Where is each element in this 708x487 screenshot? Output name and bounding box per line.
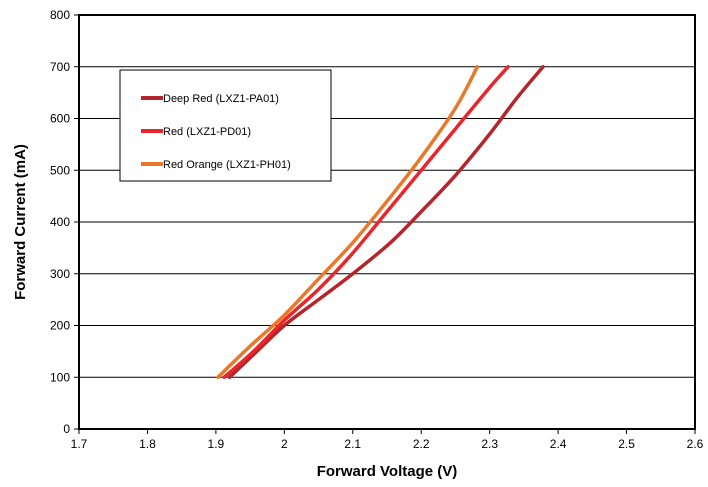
y-tick-label: 800 [50,8,70,22]
y-tick-label: 300 [50,267,70,281]
x-tick-label: 2.1 [344,437,361,451]
series-line-3 [216,65,480,379]
series-lines [216,65,545,379]
y-tick-label: 100 [50,370,70,384]
y-tick-label: 500 [50,163,70,177]
legend: Deep Red (LXZ1-PA01) Red (LXZ1-PD01) Red O… [119,69,332,182]
x-axis-title: Forward Voltage (V) [317,463,458,480]
y-axis-ticks: 0 100 200 300 400 500 600 700 800 [50,8,79,436]
y-tick-label: 200 [50,319,70,333]
series-line-2 [222,65,510,379]
x-tick-label: 2.6 [687,437,704,451]
x-tick-label: 1.7 [71,437,88,451]
x-tick-label: 2.3 [481,437,498,451]
y-tick-label: 400 [50,215,70,229]
x-tick-label: 2.4 [550,437,567,451]
x-tick-label: 1.8 [139,437,156,451]
y-tick-label: 600 [50,112,70,126]
y-axis-title: Forward Current (mA) [12,144,29,300]
legend-label-2: Red (LXZ1-PD01) [163,126,251,138]
y-tick-label: 700 [50,60,70,74]
x-tick-label: 2.2 [413,437,430,451]
x-axis-ticks: 1.7 1.8 1.9 2 2.1 2.2 2.3 2.4 2.5 2.6 [71,429,704,451]
x-tick-label: 2 [281,437,288,451]
y-tick-label: 0 [63,422,70,436]
legend-label-3: Red Orange (LXZ1-PH01) [163,159,291,171]
legend-label-1: Deep Red (LXZ1-PA01) [163,93,279,105]
series-line-1 [227,65,545,379]
x-tick-label: 2.5 [618,437,635,451]
x-tick-label: 1.9 [208,437,225,451]
